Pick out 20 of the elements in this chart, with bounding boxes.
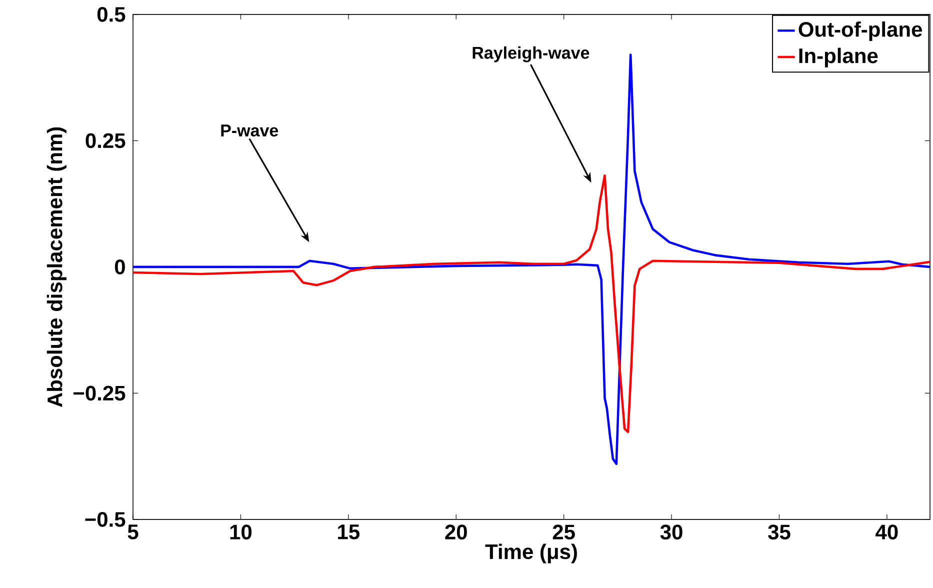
x-tick-label: 25 <box>552 524 575 540</box>
y-axis-title: Absolute displacement (nm) <box>46 127 66 407</box>
legend-label: Out-of-plane <box>798 21 922 41</box>
y-tick-label: −0.5 <box>85 512 126 527</box>
annotation: Rayleigh-wave <box>472 46 590 62</box>
x-tick-label: 35 <box>768 524 790 540</box>
x-tick-label: 20 <box>445 524 467 540</box>
x-tick-label: 10 <box>230 524 252 540</box>
x-tick-label: 40 <box>876 524 898 540</box>
y-tick-label: 0.5 <box>97 6 126 22</box>
x-tick-label: 5 <box>128 524 138 540</box>
y-tick-label: −0.25 <box>74 386 126 400</box>
x-tick-label: 15 <box>338 524 360 540</box>
legend-label: In-plane <box>799 48 878 68</box>
x-axis-title: Time (μs) <box>485 544 577 564</box>
line-series <box>133 174 930 433</box>
x-tick-label: 30 <box>660 524 682 540</box>
y-tick-label: 0 <box>114 259 125 274</box>
y-tick-label: 0.25 <box>86 133 126 148</box>
annotation: P-wave <box>221 124 278 136</box>
